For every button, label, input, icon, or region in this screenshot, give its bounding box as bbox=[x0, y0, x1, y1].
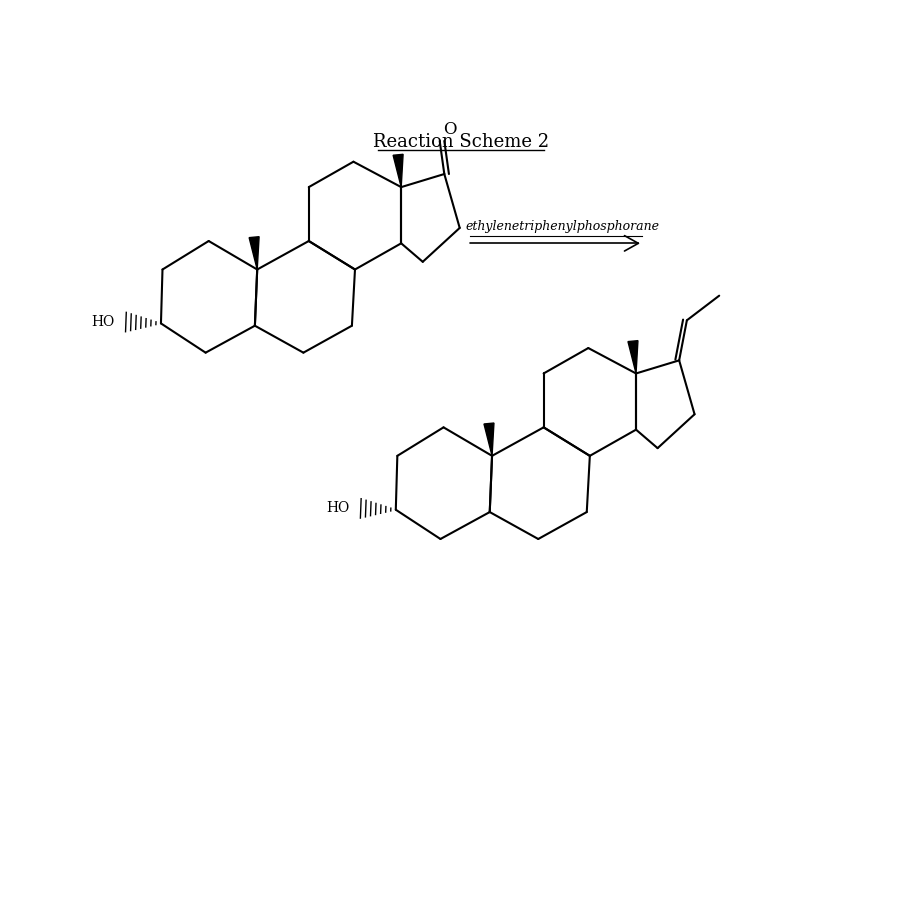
Text: HO: HO bbox=[92, 315, 115, 329]
Text: Reaction Scheme 2: Reaction Scheme 2 bbox=[374, 133, 549, 152]
Polygon shape bbox=[628, 341, 638, 373]
Text: O: O bbox=[443, 121, 456, 138]
Text: HO: HO bbox=[327, 501, 349, 516]
Text: ethylenetriphenylphosphorane: ethylenetriphenylphosphorane bbox=[465, 220, 659, 233]
Polygon shape bbox=[484, 423, 494, 456]
Polygon shape bbox=[393, 154, 403, 187]
Polygon shape bbox=[249, 237, 259, 270]
